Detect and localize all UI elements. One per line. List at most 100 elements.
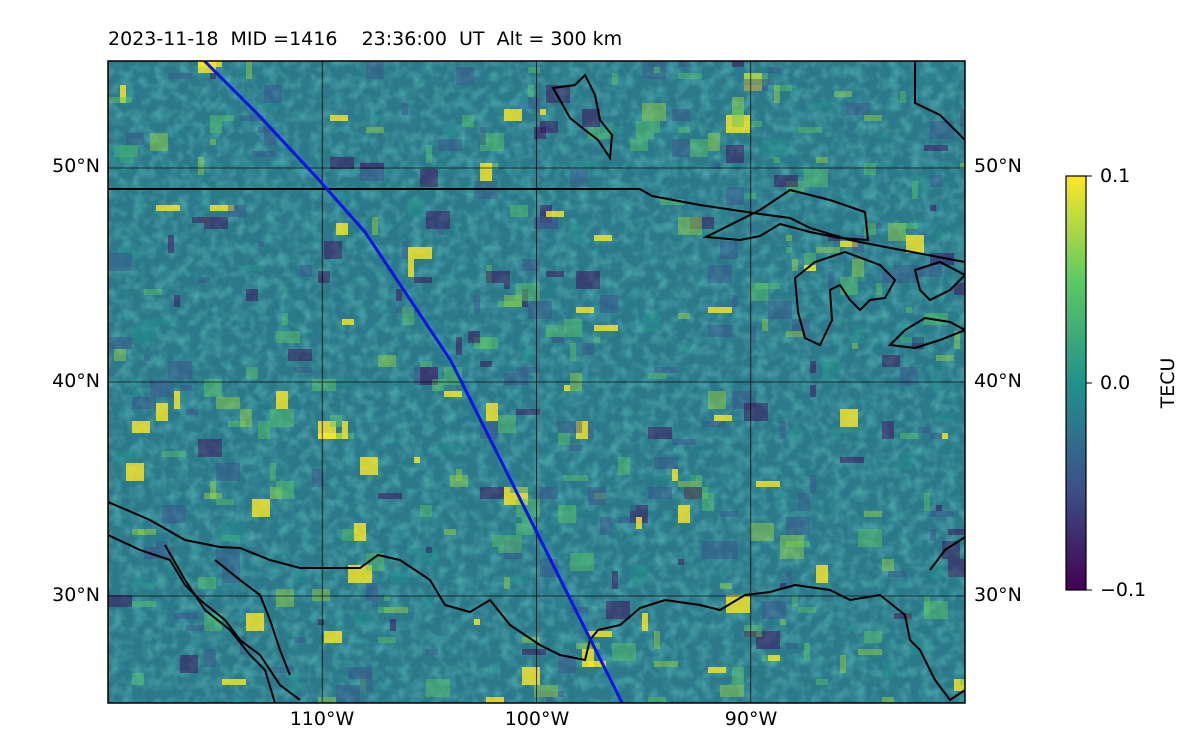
tec-patch	[660, 199, 684, 205]
tec-patch	[132, 325, 156, 343]
tec-patch	[636, 121, 660, 133]
colorbar-label-max: 0.1	[1100, 165, 1131, 187]
tec-patch	[732, 391, 756, 409]
tec-patch	[366, 553, 384, 571]
tec-patch	[648, 373, 666, 379]
tec-patch	[168, 361, 192, 379]
tec-patch	[432, 379, 444, 391]
tec-patch	[426, 679, 450, 697]
tec-patch	[456, 67, 474, 85]
tec-patch	[516, 523, 534, 535]
tec-patch	[204, 493, 222, 499]
tec-patch	[708, 325, 732, 337]
tec-patch	[840, 457, 864, 463]
tec-patch	[636, 517, 642, 529]
tec-patch	[120, 85, 126, 103]
tec-patch	[882, 355, 900, 367]
tec-patch	[414, 277, 432, 283]
tec-patch	[540, 691, 564, 697]
tec-patch	[954, 679, 965, 691]
tec-patch	[642, 61, 666, 79]
tec-patch	[756, 631, 780, 649]
tec-patch	[198, 439, 222, 457]
tec-patch	[678, 217, 702, 235]
tec-patch	[582, 643, 600, 649]
tec-patch	[162, 505, 186, 523]
tec-patch	[684, 487, 708, 499]
tec-patch	[252, 151, 276, 157]
tec-patch	[954, 283, 965, 295]
tec-patch	[930, 205, 936, 211]
tec-patch	[372, 217, 378, 235]
tec-patch	[630, 505, 636, 511]
tec-patch	[390, 619, 396, 631]
tec-patch	[420, 361, 432, 367]
tec-patch	[108, 595, 132, 607]
tec-patch	[270, 487, 282, 499]
tec-patch	[174, 613, 198, 619]
tec-patch	[378, 493, 402, 499]
tec-patch	[372, 115, 384, 121]
colorbar-gradient	[1065, 175, 1087, 591]
tec-patch	[756, 481, 780, 487]
tec-patch	[330, 157, 354, 169]
tec-patch	[288, 349, 312, 361]
tec-patch	[930, 175, 942, 187]
lon-label-100w: 100°W	[504, 708, 570, 730]
tec-patch	[504, 577, 510, 589]
tec-patch	[426, 547, 432, 553]
lat-label-right-50: 50°N	[974, 155, 1022, 177]
tec-patch	[492, 667, 498, 673]
tec-patch	[816, 247, 840, 253]
tec-patch	[702, 493, 714, 511]
tec-patch	[546, 85, 570, 103]
tec-patch	[690, 217, 714, 229]
tec-patch	[786, 571, 792, 589]
tec-patch	[132, 601, 156, 607]
tec-patch	[270, 667, 294, 673]
tec-patch	[864, 631, 882, 643]
tec-patch	[918, 265, 942, 277]
tec-patch	[522, 259, 540, 271]
tec-patch	[156, 205, 180, 211]
tec-patch	[900, 337, 912, 343]
tec-patch	[246, 367, 258, 379]
tec-patch	[948, 559, 965, 577]
lon-label-110w: 110°W	[289, 708, 355, 730]
tec-patch	[804, 169, 828, 187]
tec-patch	[198, 577, 216, 589]
tec-patch	[642, 103, 666, 121]
tec-patch	[810, 103, 834, 109]
tec-patch	[420, 505, 432, 517]
tec-patch	[792, 319, 810, 337]
tec-patch	[882, 697, 894, 703]
tec-patch	[480, 163, 492, 181]
tec-patch	[504, 373, 528, 385]
tec-patch	[204, 649, 216, 667]
tec-patch	[390, 571, 408, 583]
tec-patch	[570, 169, 588, 187]
tec-patch	[402, 307, 414, 325]
tec-patch	[264, 85, 282, 103]
tec-patch	[732, 295, 738, 307]
tec-patch	[918, 79, 930, 85]
tec-patch	[774, 85, 780, 103]
tec-patch	[318, 697, 336, 703]
tec-patch	[960, 679, 965, 685]
tec-patch	[108, 145, 132, 163]
tec-patch	[570, 607, 588, 613]
tec-patch	[504, 295, 522, 307]
tec-patch	[150, 133, 168, 151]
tec-patch	[156, 403, 168, 421]
tec-patch	[678, 61, 690, 67]
tec-patch	[360, 163, 384, 169]
tec-patch	[522, 517, 534, 523]
tec-patch	[396, 289, 402, 301]
tec-patch	[378, 355, 396, 367]
tec-patch	[516, 283, 540, 301]
tec-patch	[726, 145, 744, 163]
tec-patch	[336, 685, 360, 703]
tec-patch	[540, 487, 558, 499]
tec-patch	[672, 139, 690, 157]
tec-patch	[876, 133, 888, 139]
